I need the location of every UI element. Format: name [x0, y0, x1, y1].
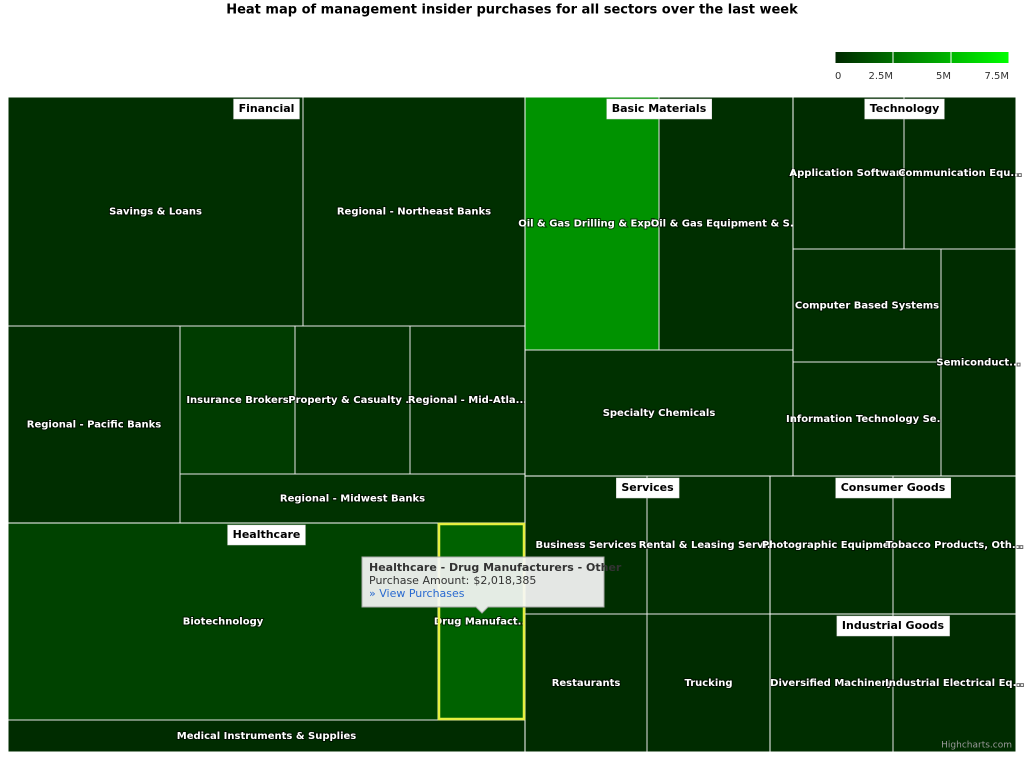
treemap-cell[interactable] — [769, 613, 894, 753]
treemap-cell[interactable] — [302, 96, 526, 327]
cell-label: Application Software — [789, 168, 907, 179]
cell-label: Oil & Gas Drilling & Expl... — [518, 219, 666, 230]
cell-label: Business Services — [536, 540, 637, 551]
treemap-cell[interactable] — [658, 96, 794, 351]
color-axis-label: 2.5M — [868, 71, 893, 82]
cell-label: Information Technology Se... — [786, 414, 948, 425]
treemap-cell[interactable] — [903, 96, 1017, 250]
treemap-cell[interactable] — [524, 349, 794, 477]
cell-label: Regional - Northeast Banks — [337, 207, 491, 218]
group-label-box — [864, 98, 945, 120]
color-axis-label: 5M — [936, 71, 951, 82]
treemap-cell[interactable] — [769, 475, 894, 615]
cell-label: Biotechnology — [183, 617, 264, 628]
tooltip-box — [361, 556, 605, 614]
group-label: Basic Materials — [612, 102, 707, 115]
treemap-cell[interactable] — [7, 719, 526, 753]
cell-label: Computer Based Systems — [795, 301, 939, 312]
tooltip-amount: $2,018,385 — [473, 574, 536, 587]
tooltip-title: Healthcare - Drug Manufacturers - Other — [369, 561, 622, 574]
treemap-cell[interactable] — [294, 325, 411, 475]
cell-label: Oil & Gas Equipment & S... — [651, 219, 802, 230]
cell-label: Semiconduct... — [936, 358, 1020, 369]
tooltip: Healthcare - Drug Manufacturers - OtherP… — [361, 556, 622, 614]
group-label: Financial — [239, 102, 295, 115]
cell-label: Diversified Machinery — [770, 678, 893, 689]
cell-label: Medical Instruments & Supplies — [177, 731, 357, 742]
tooltip-link[interactable]: » View Purchases — [369, 587, 465, 600]
cell-label: Specialty Chemicals — [603, 408, 716, 419]
treemap-cell[interactable] — [7, 522, 439, 721]
group-label: Technology — [870, 102, 940, 115]
group-label-box — [616, 477, 680, 499]
treemap-cell[interactable] — [409, 325, 526, 475]
group-label-box — [227, 524, 306, 546]
treemap: Savings & Loans Regional - Northeast Bank… — [7, 96, 1024, 753]
treemap-cell[interactable] — [179, 325, 296, 475]
cell-label: Rental & Leasing Servi... — [639, 540, 779, 551]
color-axis-bar — [835, 52, 1009, 63]
treemap-cell[interactable] — [7, 96, 304, 327]
cell-label: Property & Casualty ... — [288, 395, 417, 406]
group-label-box — [836, 615, 950, 637]
cell-label: Photographic Equipme... — [762, 540, 901, 551]
credits: Highcharts.com — [941, 741, 1012, 751]
group-border — [769, 613, 1017, 753]
group-label: Industrial Goods — [842, 619, 945, 632]
cell-label: Tobacco Products, Oth... — [886, 540, 1024, 551]
cell-label: Savings & Loans — [109, 207, 202, 218]
color-axis-label: 0 — [835, 71, 841, 82]
cell-label: Insurance Brokers — [186, 395, 288, 406]
color-axis-label: 7.5M — [984, 71, 1009, 82]
group-label-box — [233, 98, 300, 120]
group-label-box — [835, 477, 951, 499]
tooltip-amount-label: Purchase Amount: — [369, 574, 469, 587]
group-label: Healthcare — [233, 528, 301, 541]
hover-outline — [437, 522, 526, 721]
cell-label: Trucking — [684, 678, 732, 689]
treemap-cell[interactable] — [646, 613, 771, 753]
treemap-cell[interactable] — [940, 248, 1017, 477]
treemap-cell[interactable] — [646, 475, 771, 615]
group-label: Consumer Goods — [841, 481, 946, 494]
cell-label: Drug Manufact... — [434, 617, 529, 628]
treemap-cell[interactable] — [7, 325, 181, 524]
cell-label: Regional - Pacific Banks — [27, 420, 161, 431]
group-label: Services — [621, 481, 674, 494]
cell-label: Restaurants — [552, 678, 621, 689]
cell-label: Communication Equ... — [898, 168, 1022, 179]
cell-label: Regional - Mid-Atla... — [408, 395, 527, 406]
chart-title: Heat map of management insider purchases… — [226, 3, 798, 18]
cell-label: Regional - Midwest Banks — [280, 494, 425, 505]
cell-label: Industrial Electrical Eq... — [885, 678, 1024, 689]
treemap-cell[interactable] — [524, 613, 648, 753]
group-label-box — [606, 98, 712, 120]
treemap-cell[interactable] — [792, 361, 942, 477]
